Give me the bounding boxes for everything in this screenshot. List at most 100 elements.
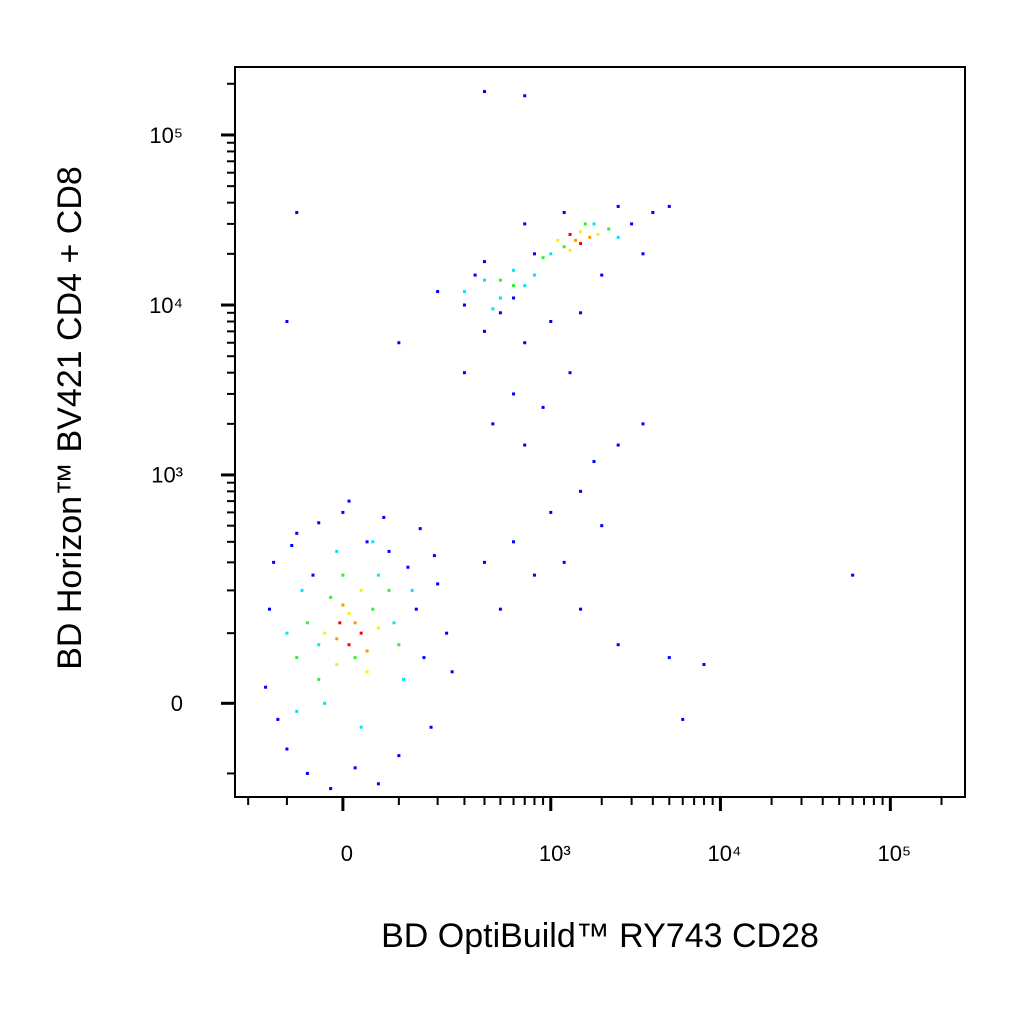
data-point <box>276 717 280 721</box>
data-point <box>359 631 363 635</box>
data-point <box>512 540 516 544</box>
plot-frame <box>234 66 966 798</box>
data-point <box>616 443 620 447</box>
data-point <box>450 670 454 674</box>
data-point <box>353 766 357 770</box>
x-tick-label: 10³ <box>539 841 571 866</box>
data-point <box>285 320 289 324</box>
data-point <box>562 245 566 249</box>
data-point <box>532 273 536 277</box>
y-axis-label: BD Horizon™ BV421 CD4 + CD8 <box>51 166 89 670</box>
data-point <box>651 211 655 215</box>
data-point <box>429 725 433 729</box>
data-point <box>359 588 363 592</box>
data-point <box>523 341 527 345</box>
data-point <box>498 296 502 300</box>
data-point <box>592 460 596 464</box>
data-point <box>401 677 405 681</box>
data-point <box>702 663 706 667</box>
data-point <box>414 607 418 611</box>
data-point <box>491 307 495 311</box>
data-point <box>532 573 536 577</box>
data-point <box>397 754 401 758</box>
data-point <box>568 232 572 236</box>
data-point <box>523 222 527 226</box>
data-point <box>523 443 527 447</box>
data-point <box>579 607 583 611</box>
data-point <box>397 643 401 647</box>
data-point <box>541 405 545 409</box>
data-point <box>616 235 620 239</box>
data-point <box>556 238 560 242</box>
data-point <box>641 252 645 256</box>
data-point <box>532 252 536 256</box>
data-point <box>579 311 583 315</box>
data-point <box>341 510 345 514</box>
data-point <box>387 549 391 553</box>
y-tick-label: 0 <box>171 691 183 716</box>
y-tick-label: 10³ <box>151 463 183 488</box>
data-point <box>365 540 369 544</box>
x-axis-label: BD OptiBuild™ RY743 CD28 <box>381 917 819 955</box>
data-point <box>432 554 436 558</box>
data-point <box>359 725 363 729</box>
data-point <box>681 717 685 721</box>
data-point <box>376 626 380 630</box>
data-point <box>483 260 487 264</box>
data-point <box>562 560 566 564</box>
data-point <box>579 242 583 246</box>
data-point <box>317 521 321 525</box>
data-point <box>317 643 321 647</box>
data-point <box>512 268 516 272</box>
data-point <box>588 235 592 239</box>
data-point <box>483 560 487 564</box>
data-point <box>295 531 299 535</box>
data-point <box>335 637 339 641</box>
data-point <box>290 544 294 548</box>
data-point <box>285 747 289 751</box>
data-point <box>498 607 502 611</box>
data-point <box>483 278 487 282</box>
data-point <box>630 222 634 226</box>
data-point <box>317 677 321 681</box>
data-point <box>541 256 545 260</box>
data-point <box>549 320 553 324</box>
data-point <box>371 540 375 544</box>
data-point <box>512 392 516 396</box>
data-point <box>295 656 299 660</box>
data-point <box>285 631 289 635</box>
data-point <box>305 621 309 625</box>
data-point <box>365 670 369 674</box>
data-point <box>329 595 333 599</box>
data-point <box>445 631 449 635</box>
data-point <box>329 787 333 791</box>
data-point <box>491 422 495 426</box>
data-point <box>498 278 502 282</box>
data-point <box>295 709 299 713</box>
data-point <box>392 621 396 625</box>
data-point <box>300 588 304 592</box>
data-point <box>641 422 645 426</box>
data-point <box>272 560 276 564</box>
data-point <box>323 631 327 635</box>
y-tick-label: 10⁵ <box>149 123 183 148</box>
data-point <box>616 643 620 647</box>
data-point <box>382 515 386 519</box>
data-point <box>376 573 380 577</box>
data-point <box>335 663 339 667</box>
data-point <box>583 222 587 226</box>
data-point <box>353 621 357 625</box>
x-tick-label: 0 <box>341 841 353 866</box>
data-point <box>596 232 600 236</box>
data-point <box>338 621 342 625</box>
data-point <box>579 489 583 493</box>
data-point <box>353 656 357 660</box>
data-point <box>264 685 268 689</box>
x-tick-label: 10⁴ <box>707 841 741 866</box>
data-point <box>305 771 309 775</box>
data-point <box>512 296 516 300</box>
x-tick-label: 10⁵ <box>878 841 912 866</box>
data-point <box>568 248 572 252</box>
data-point <box>323 701 327 705</box>
data-point <box>410 588 414 592</box>
